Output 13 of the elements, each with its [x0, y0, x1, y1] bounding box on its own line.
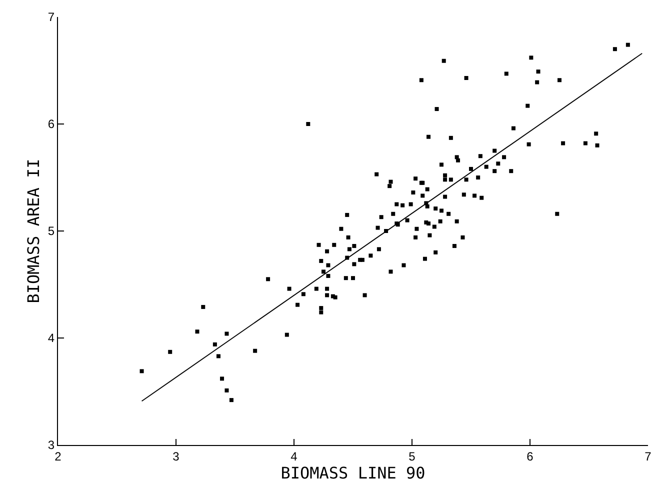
x-axis-title: BIOMASS LINE 90 [280, 463, 426, 482]
x-tick-label: 4 [290, 449, 298, 464]
y-axis-title: BIOMASS AREA II [24, 158, 43, 304]
y-tick-label: 7 [48, 10, 55, 24]
y-tick-label: 4 [48, 331, 55, 346]
y-tick-label: 5 [48, 224, 55, 238]
x-tick-label: 7 [644, 449, 652, 464]
x-tick-label: 3 [172, 449, 180, 464]
y-tick-label: 6 [48, 117, 55, 132]
x-tick-label: 5 [408, 449, 416, 464]
y-tick-label: 3 [48, 438, 55, 452]
x-tick-label: 2 [54, 449, 62, 464]
x-tick-label: 6 [526, 449, 534, 464]
